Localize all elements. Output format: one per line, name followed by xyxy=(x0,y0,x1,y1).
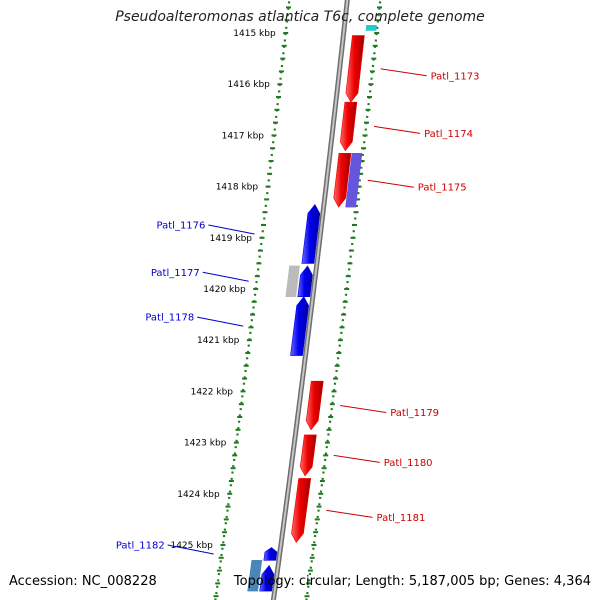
gene-feature-6[interactable] xyxy=(285,265,300,297)
scale-label: 1423 kbp xyxy=(184,439,227,449)
gene-label-patl_1174: Patl_1174 xyxy=(424,129,473,140)
gene-leader-line xyxy=(208,224,255,235)
genome-backbone-highlight xyxy=(272,0,349,600)
scale-label: 1417 kbp xyxy=(222,131,265,141)
gene-patl_1177[interactable] xyxy=(297,265,313,297)
genome-title: Pseudoalteromonas atlantica T6c, complet… xyxy=(115,9,485,25)
gene-label-patl_1180: Patl_1180 xyxy=(384,458,433,469)
gene-patl_1174[interactable] xyxy=(340,101,358,152)
gene-label-patl_1173: Patl_1173 xyxy=(431,71,480,82)
gene-label-patl_1182: Patl_1182 xyxy=(116,541,165,552)
gene-patl_1180[interactable] xyxy=(299,434,317,477)
gene-leader-line xyxy=(374,125,421,134)
gene-feature-3[interactable] xyxy=(345,153,363,208)
scale-label: 1418 kbp xyxy=(216,183,259,193)
gene-patl_1176[interactable] xyxy=(301,203,321,264)
gene-patl_1178[interactable] xyxy=(290,296,310,356)
gene-leader-line xyxy=(326,509,373,518)
gene-leader-line xyxy=(167,544,214,555)
scale-label: 1419 kbp xyxy=(210,234,253,244)
genome-stats-text: Topology: circular; Length: 5,187,005 bp… xyxy=(233,574,591,589)
gene-leader-line xyxy=(197,316,244,327)
gene-patl_1182[interactable] xyxy=(263,547,278,561)
scale-label: 1415 kbp xyxy=(233,29,276,39)
gene-patl_1175[interactable] xyxy=(333,153,352,208)
scale-label: 1421 kbp xyxy=(197,336,240,346)
gene-leader-line xyxy=(202,271,249,282)
gene-patl_1173[interactable] xyxy=(345,35,365,103)
gene-leader-line xyxy=(367,179,414,188)
gene-patl_1179[interactable] xyxy=(305,380,324,431)
gene-label-patl_1181: Patl_1181 xyxy=(377,513,426,524)
gene-patl_1181[interactable] xyxy=(291,478,312,543)
gene-feature-12[interactable] xyxy=(259,564,275,592)
scale-label: 1420 kbp xyxy=(203,285,246,295)
forward-tick-track xyxy=(305,0,382,600)
reverse-tick-track xyxy=(214,0,291,600)
gene-feature-14[interactable] xyxy=(365,25,377,31)
gene-label-patl_1177: Patl_1177 xyxy=(151,268,200,279)
gene-label-patl_1179: Patl_1179 xyxy=(390,408,439,419)
scale-label: 1422 kbp xyxy=(191,387,234,397)
scale-label: 1416 kbp xyxy=(227,80,270,90)
scale-label: 1424 kbp xyxy=(177,490,220,500)
gene-leader-line xyxy=(380,68,427,77)
gene-leader-line xyxy=(333,454,380,463)
gene-leader-line xyxy=(340,405,387,413)
accession-text: Accession: NC_008228 xyxy=(9,574,157,589)
scale-label: 1425 kbp xyxy=(170,541,213,551)
gene-label-patl_1175: Patl_1175 xyxy=(418,183,467,194)
gene-feature-13[interactable] xyxy=(247,560,263,592)
gene-label-patl_1178: Patl_1178 xyxy=(145,313,194,324)
gene-label-patl_1176: Patl_1176 xyxy=(157,221,206,232)
